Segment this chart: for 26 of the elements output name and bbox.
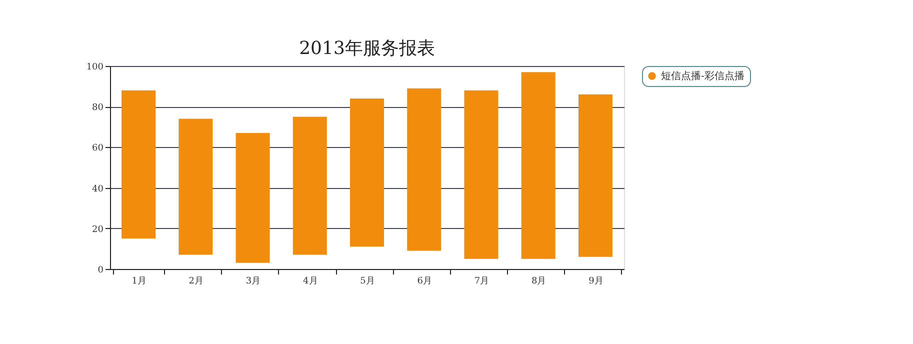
y-tick-label: 100	[86, 62, 104, 72]
bar	[292, 116, 327, 255]
y-tick-label: 40	[92, 184, 104, 194]
x-tick-label: 9月	[588, 276, 604, 286]
bar	[236, 132, 270, 263]
bar	[407, 88, 442, 251]
bar	[521, 72, 556, 259]
x-tick-label: 2月	[188, 276, 204, 286]
x-tick-label: 5月	[360, 276, 375, 286]
bar	[122, 90, 156, 239]
bar	[178, 118, 213, 255]
bar	[350, 98, 384, 247]
legend-label: 短信点播-彩信点播	[661, 70, 744, 82]
x-tick-label: 8月	[531, 276, 546, 286]
bar	[578, 94, 612, 257]
chart-title: 2013年服务报表	[299, 38, 435, 59]
y-tick-label: 80	[92, 103, 104, 114]
x-tick-label: 6月	[417, 276, 432, 286]
x-tick-label: 3月	[246, 276, 261, 286]
y-tick-label: 60	[92, 144, 104, 154]
y-tick-label: 0	[98, 266, 104, 276]
y-tick-label: 20	[92, 224, 104, 235]
x-tick-label: 4月	[303, 276, 318, 286]
x-tick-label: 7月	[474, 276, 490, 286]
bar	[464, 90, 498, 259]
x-tick-label: 1月	[132, 276, 146, 286]
